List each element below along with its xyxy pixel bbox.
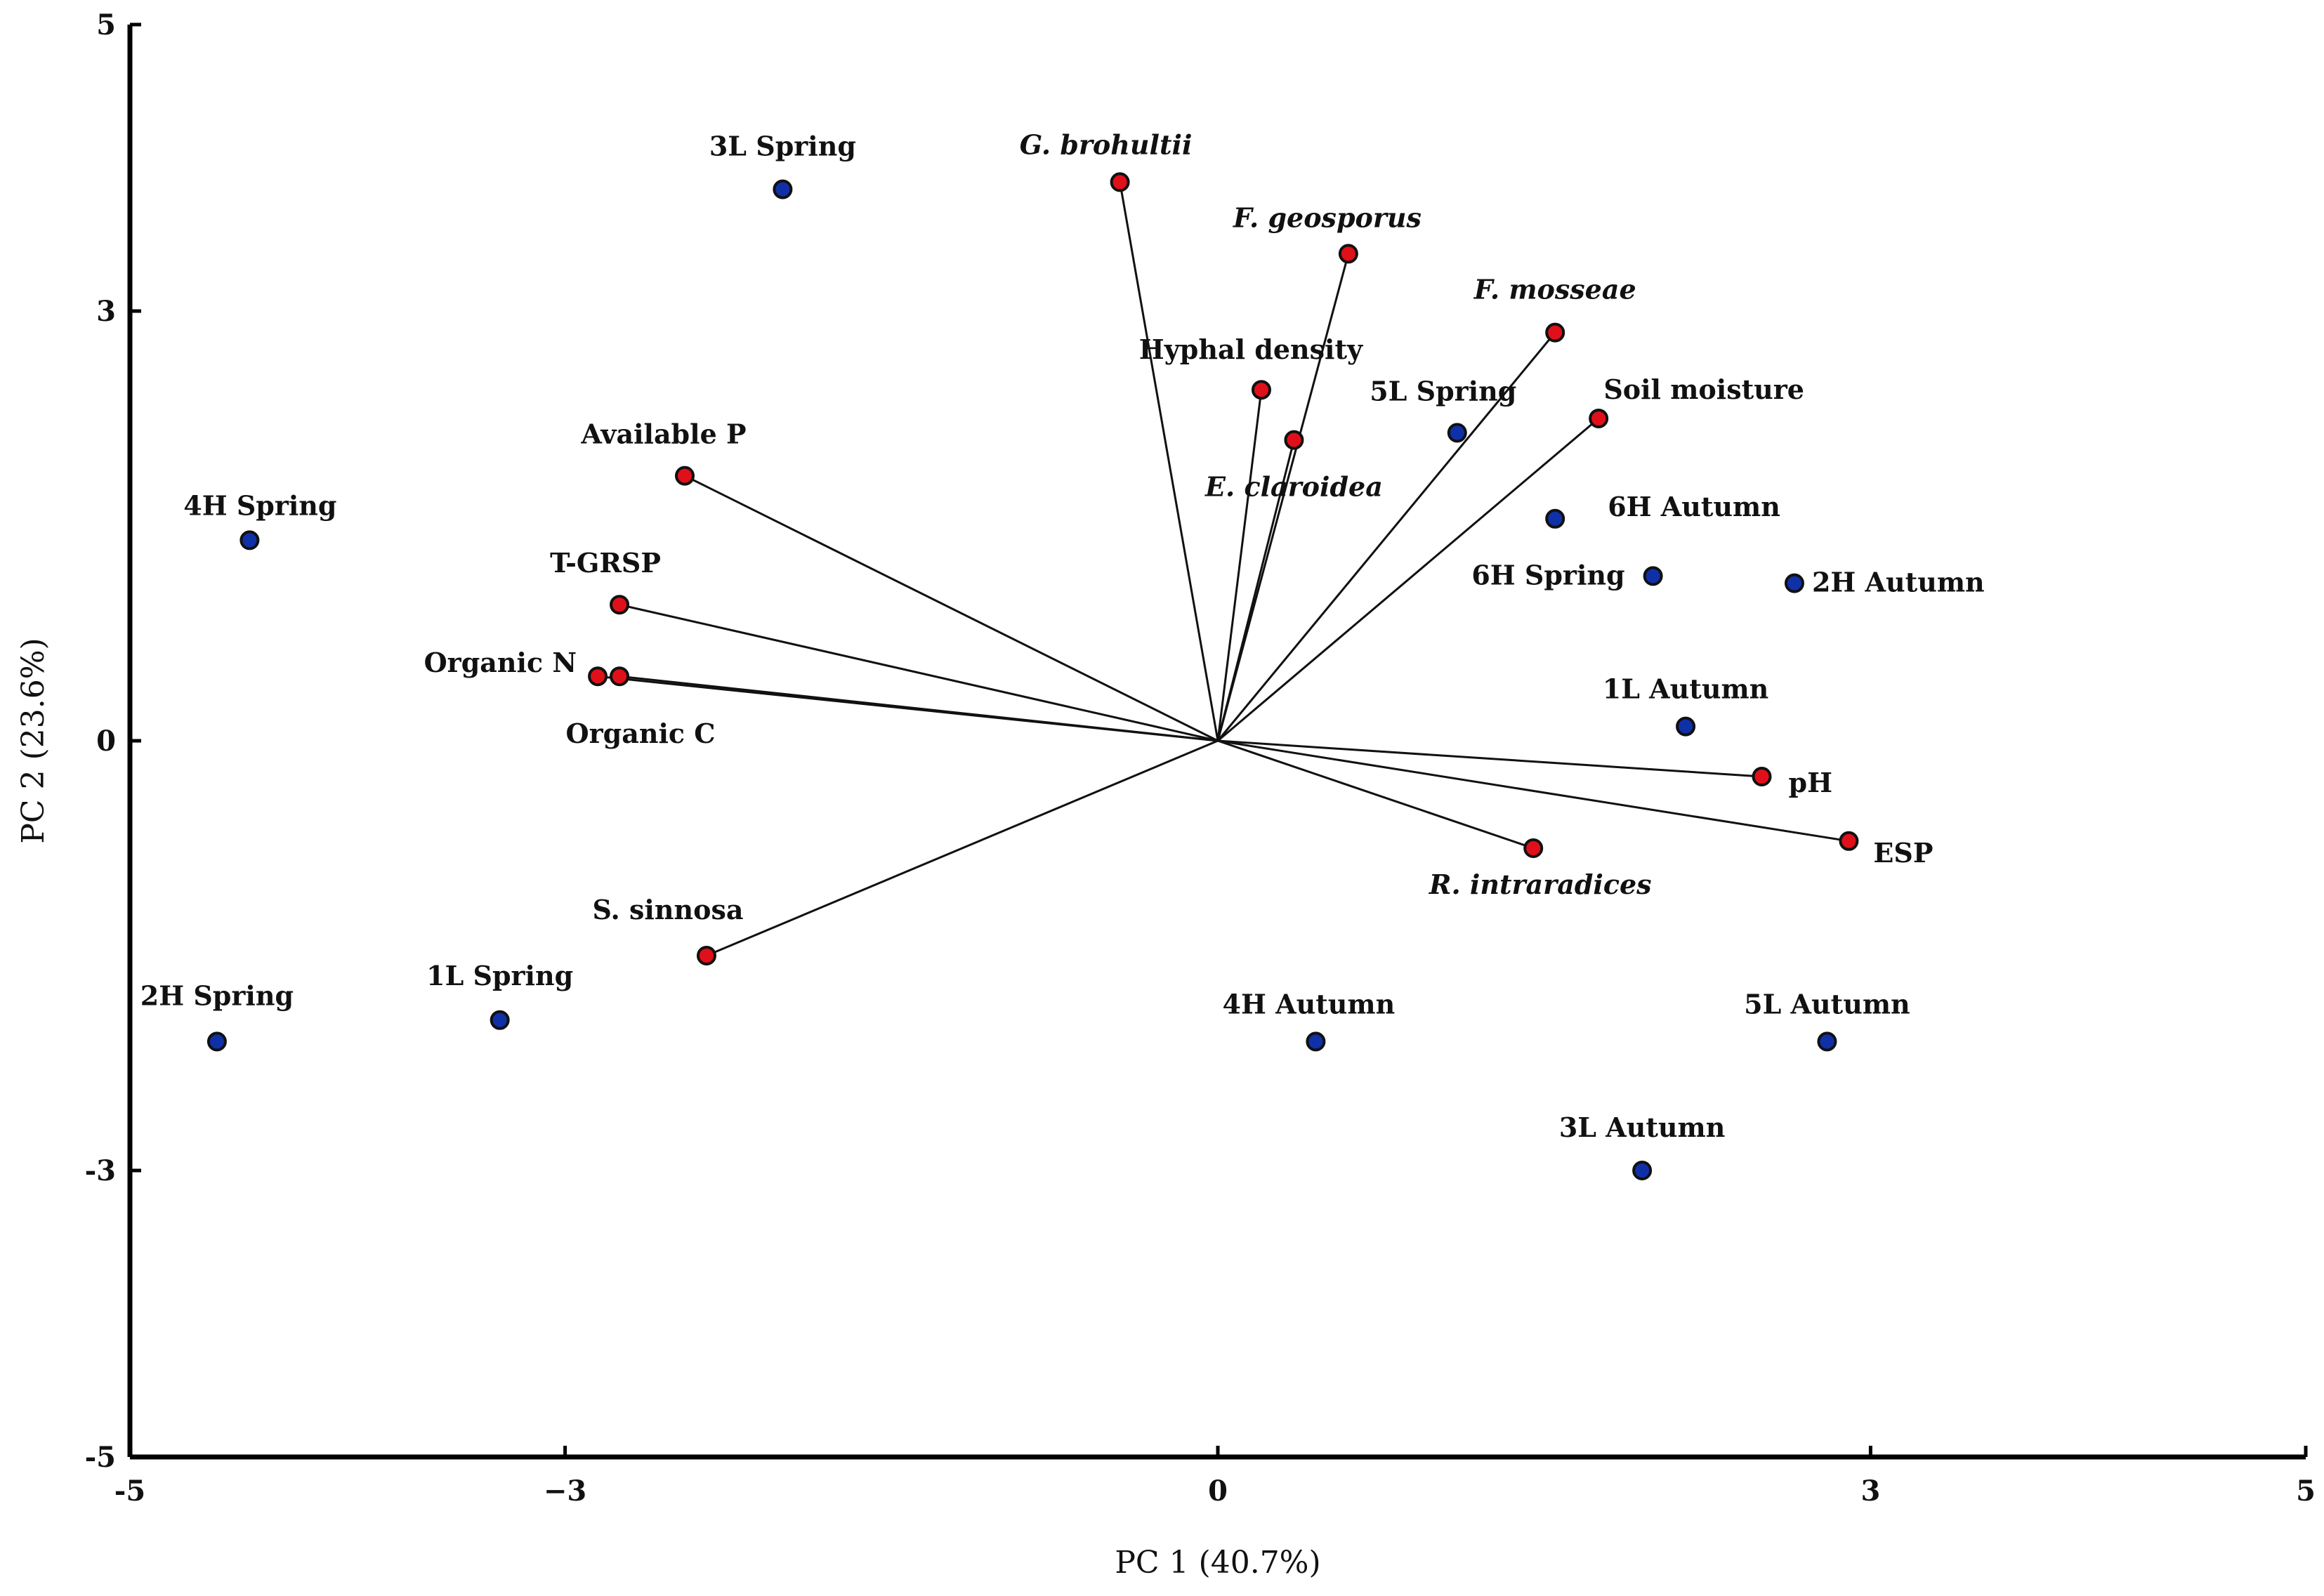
vector-soil-moisture <box>1217 417 1600 742</box>
variable-point-organic-c <box>610 666 630 687</box>
sample-point-2h-autumn <box>1784 573 1804 593</box>
sample-label-1l-autumn: 1L Autumn <box>1603 673 1769 705</box>
sample-label-4h-spring: 4H Spring <box>183 489 336 521</box>
variable-point-f-mosseae <box>1545 322 1565 343</box>
y-tick-label: 3 <box>96 295 116 328</box>
variable-point-t-grsp <box>610 595 630 615</box>
vector-r-intraradices <box>1217 739 1534 850</box>
variable-point-f-geosporus <box>1338 244 1358 264</box>
sample-label-3l-autumn: 3L Autumn <box>1559 1112 1726 1143</box>
vector-available-p <box>684 475 1219 742</box>
variable-label-r-intraradices: R. intraradices <box>1429 869 1652 900</box>
vector-f-mosseae <box>1216 331 1556 741</box>
sample-point-6h-autumn <box>1545 508 1565 529</box>
variable-label-f-geosporus: F. geosporus <box>1233 202 1422 233</box>
sample-point-3l-autumn <box>1632 1161 1653 1180</box>
variable-point-hyphal-density <box>1251 380 1271 400</box>
point-labels: 3L Spring 4H Spring 2H Spring 1L Spring 5L S… <box>140 128 1985 1143</box>
x-tick-label: 3 <box>1860 1475 1880 1508</box>
vector-f-geosporus <box>1216 253 1350 741</box>
sample-point-1l-spring <box>490 1010 510 1030</box>
vector-esp <box>1217 739 1849 843</box>
variable-label-g-brohultii: G. brohultii <box>1020 128 1193 160</box>
y-tick-label: 5 <box>96 8 116 41</box>
sample-label-2h-autumn: 2H Autumn <box>1812 567 1985 598</box>
sample-point-4h-spring <box>239 530 260 550</box>
y-tick-label: -3 <box>85 1154 116 1187</box>
sample-label-2h-spring: 2H Spring <box>140 980 294 1011</box>
sample-label-6h-autumn: 6H Autumn <box>1608 491 1780 522</box>
variable-point-s-sinnosa <box>696 946 716 965</box>
vector-hyphal-density <box>1216 390 1263 741</box>
variable-label-f-mosseae: F. mosseae <box>1473 274 1636 305</box>
variable-point-g-brohultii <box>1110 172 1130 192</box>
variable-label-e-claroidea: E. claroidea <box>1204 471 1383 503</box>
x-tick-label: −3 <box>544 1475 586 1508</box>
sample-point-4h-autumn <box>1306 1031 1326 1052</box>
variable-label-t-grsp: T-GRSP <box>550 547 661 579</box>
sample-point-5l-spring <box>1447 423 1467 443</box>
loading-vectors <box>597 182 1849 957</box>
x-tick-label: 5 <box>2296 1475 2316 1508</box>
sample-label-1l-spring: 1L Spring <box>426 960 573 991</box>
variable-label-ph: pH <box>1789 767 1832 798</box>
y-tick-label: -5 <box>85 1441 116 1474</box>
sample-label-5l-autumn: 5L Autumn <box>1744 988 1910 1020</box>
vector-g-brohultii <box>1119 182 1219 741</box>
sample-point-2h-spring <box>206 1031 227 1052</box>
variable-point-e-claroidea <box>1284 430 1304 450</box>
variable-point-soil-moisture <box>1589 409 1609 428</box>
x-tick-label: 0 <box>1208 1475 1228 1508</box>
variable-label-s-sinnosa: S. sinnosa <box>592 894 743 925</box>
variable-point-esp <box>1839 831 1859 851</box>
x-axis-title: PC 1 (40.7%) <box>1115 1545 1320 1581</box>
variable-label-organic-c: Organic C <box>566 718 716 749</box>
data-points <box>206 172 1859 1180</box>
variable-label-soil-moisture: Soil moisture <box>1603 374 1804 405</box>
variable-point-organic-n <box>588 666 608 687</box>
x-tick-label: -5 <box>114 1475 145 1508</box>
variable-label-hyphal-density: Hyphal density <box>1139 334 1363 365</box>
sample-point-3l-spring <box>773 179 793 199</box>
vector-organic-c <box>619 675 1219 742</box>
variable-point-ph <box>1752 767 1772 786</box>
vector-s-sinnosa <box>706 739 1219 957</box>
variable-label-organic-n: Organic N <box>424 647 577 678</box>
sample-label-4h-autumn: 4H Autumn <box>1223 988 1396 1020</box>
vector-t-grsp <box>619 603 1219 742</box>
sample-point-1l-autumn <box>1676 716 1696 737</box>
variable-point-r-intraradices <box>1523 838 1544 858</box>
variable-label-esp: ESP <box>1873 837 1933 869</box>
sample-label-3l-spring: 3L Spring <box>709 131 856 162</box>
sample-point-5l-autumn <box>1817 1031 1837 1052</box>
variable-label-available-p: Available P <box>580 418 746 450</box>
y-tick-label: 0 <box>96 725 116 758</box>
variable-point-available-p <box>674 466 695 486</box>
vector-ph <box>1217 739 1762 778</box>
sample-label-5l-spring: 5L Spring <box>1370 375 1516 407</box>
sample-point-6h-spring <box>1643 566 1663 586</box>
axis-ticks: -5 −3 0 3 5 5 3 0 -3 -5 <box>85 8 2316 1508</box>
sample-label-6h-spring: 6H Spring <box>1471 559 1624 591</box>
vector-e-claroidea <box>1216 440 1295 741</box>
y-axis-title: PC 2 (23.6%) <box>15 638 51 843</box>
